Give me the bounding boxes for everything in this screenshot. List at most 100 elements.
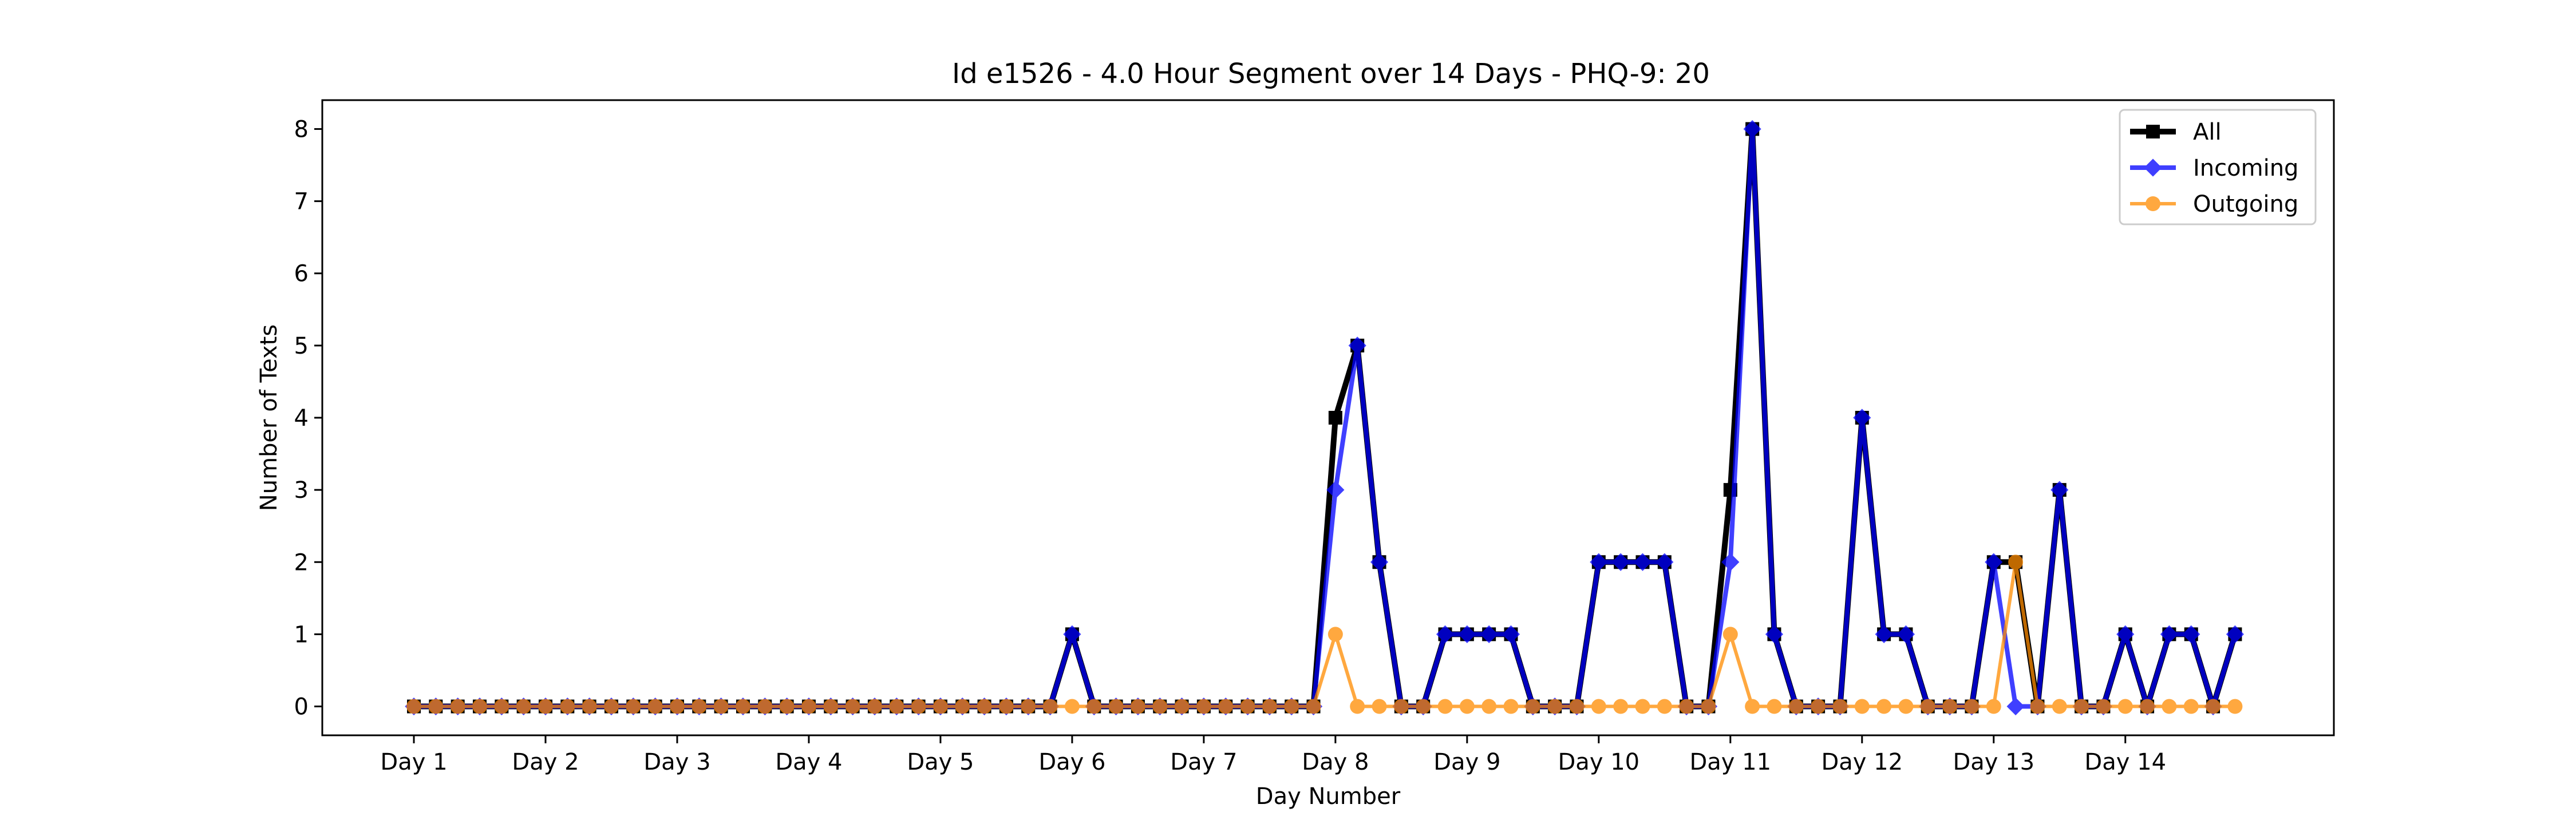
- data-point-outgoing: [1372, 699, 1387, 714]
- data-point-outgoing: [933, 699, 948, 714]
- data-point-incoming: [1326, 481, 1345, 499]
- data-point-outgoing: [757, 699, 773, 714]
- data-point-outgoing: [1416, 699, 1431, 714]
- y-tick-label: 7: [294, 189, 309, 215]
- data-point-incoming: [1985, 553, 2003, 571]
- data-point-incoming: [1765, 625, 1784, 644]
- data-point-outgoing: [428, 699, 444, 714]
- data-point-outgoing: [1832, 699, 1848, 714]
- data-point-outgoing: [1086, 699, 1102, 714]
- data-point-incoming: [1348, 336, 1366, 355]
- x-tick-label: Day 4: [775, 749, 842, 775]
- legend-swatch: [2130, 125, 2176, 138]
- data-point-outgoing: [2227, 699, 2243, 714]
- data-point-all: [1328, 411, 1342, 425]
- data-point-outgoing: [977, 699, 992, 714]
- y-tick-label: 8: [294, 116, 309, 142]
- data-point-outgoing: [626, 699, 641, 714]
- data-point-incoming: [1436, 625, 1455, 644]
- x-tick-label: Day 12: [1821, 749, 1903, 775]
- y-tick-label: 3: [294, 477, 309, 504]
- data-point-outgoing: [2140, 699, 2155, 714]
- data-point-incoming: [2144, 159, 2162, 177]
- x-axis-title: Day Number: [1256, 783, 1401, 810]
- data-point-outgoing: [1503, 699, 1519, 714]
- data-point-incoming: [2226, 625, 2244, 644]
- data-point-outgoing: [1196, 699, 1211, 714]
- data-point-outgoing: [779, 699, 795, 714]
- data-point-outgoing: [2096, 699, 2111, 714]
- data-point-outgoing: [1393, 699, 1409, 714]
- data-point-outgoing: [1437, 699, 1453, 714]
- data-point-outgoing: [1481, 699, 1497, 714]
- legend: All Incoming Outgoing: [2119, 109, 2317, 225]
- x-tick-label: Day 13: [1953, 749, 2034, 775]
- data-point-incoming: [1590, 553, 1608, 571]
- data-point-outgoing: [1613, 699, 1629, 714]
- data-point-incoming: [1656, 553, 1674, 571]
- data-point-outgoing: [2030, 699, 2045, 714]
- data-point-outgoing: [692, 699, 707, 714]
- data-point-incoming: [1743, 120, 1761, 138]
- x-tick-label: Day 10: [1558, 749, 1640, 775]
- y-tick-label: 0: [294, 694, 309, 720]
- data-point-outgoing: [1591, 699, 1606, 714]
- data-point-outgoing: [2183, 699, 2199, 714]
- legend-box: [2119, 109, 2317, 225]
- data-point-outgoing: [582, 699, 597, 714]
- data-point-outgoing: [1525, 699, 1540, 714]
- x-tick-label: Day 6: [1038, 749, 1105, 775]
- legend-swatch: [2130, 159, 2176, 177]
- data-point-all: [2146, 125, 2160, 138]
- data-point-outgoing: [1722, 627, 1738, 642]
- data-point-outgoing: [516, 699, 531, 714]
- data-point-incoming: [2006, 697, 2025, 716]
- data-point-outgoing: [2146, 196, 2160, 211]
- data-point-incoming: [1611, 553, 1630, 571]
- data-point-outgoing: [494, 699, 509, 714]
- data-point-incoming: [1502, 625, 1520, 644]
- data-point-outgoing: [1811, 699, 1826, 714]
- data-point-incoming: [1633, 553, 1652, 571]
- data-point-outgoing: [867, 699, 882, 714]
- data-point-outgoing: [1964, 699, 1980, 714]
- y-tick-label: 4: [294, 405, 309, 431]
- data-point-outgoing: [1569, 699, 1585, 714]
- data-point-outgoing: [2117, 699, 2133, 714]
- data-point-outgoing: [1021, 699, 1036, 714]
- data-point-outgoing: [1701, 699, 1716, 714]
- data-point-outgoing: [406, 699, 421, 714]
- data-point-outgoing: [1327, 627, 1343, 642]
- data-point-outgoing: [1657, 699, 1672, 714]
- data-point-outgoing: [823, 699, 839, 714]
- data-point-outgoing: [1262, 699, 1277, 714]
- data-point-outgoing: [1986, 699, 2001, 714]
- x-tick-label: Day 2: [512, 749, 579, 775]
- data-point-outgoing: [1854, 699, 1870, 714]
- data-point-outgoing: [1174, 699, 1190, 714]
- data-point-incoming: [2182, 625, 2200, 644]
- x-tick-label: Day 5: [907, 749, 974, 775]
- data-point-incoming: [2050, 481, 2069, 499]
- data-point-outgoing: [472, 699, 487, 714]
- y-tick-label: 1: [294, 621, 309, 648]
- data-point-outgoing: [1108, 699, 1124, 714]
- data-point-outgoing: [560, 699, 575, 714]
- data-point-outgoing: [998, 699, 1014, 714]
- x-tick-label: Day 3: [643, 749, 710, 775]
- data-point-incoming: [1370, 553, 1389, 571]
- data-point-outgoing: [1942, 699, 1958, 714]
- data-point-outgoing: [735, 699, 750, 714]
- plot-frame: [321, 99, 2335, 736]
- data-point-outgoing: [1898, 699, 1914, 714]
- data-point-incoming: [1897, 625, 1915, 644]
- data-point-outgoing: [2162, 699, 2177, 714]
- data-point-outgoing: [713, 699, 729, 714]
- data-point-outgoing: [1788, 699, 1804, 714]
- data-point-incoming: [1853, 409, 1871, 427]
- data-point-incoming: [1458, 625, 1476, 644]
- data-point-outgoing: [669, 699, 685, 714]
- data-point-outgoing: [2052, 699, 2067, 714]
